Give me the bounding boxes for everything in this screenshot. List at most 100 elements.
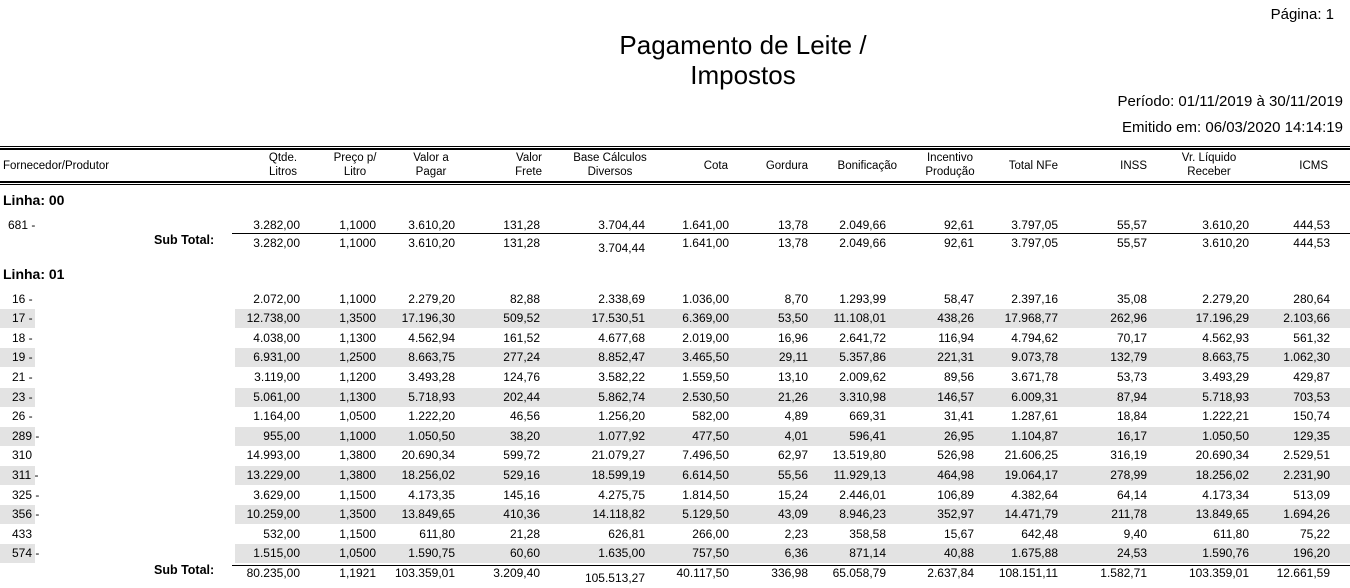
header-top-rule-2 (0, 148, 1350, 150)
column-header-line1: Cota (703, 160, 728, 172)
producer-id: 26 - (12, 409, 33, 424)
table-cell: 145,16 (503, 487, 540, 502)
table-cell: 266,00 (692, 526, 729, 541)
table-cell: 4.562,94 (408, 330, 455, 345)
subtotal-cell: 103.359,01 (1188, 566, 1249, 580)
table-cell: 1.635,00 (598, 546, 645, 561)
column-header-line1: Bonificação (837, 160, 897, 172)
row-shade (0, 348, 35, 368)
table-cell: 444,53 (1293, 217, 1330, 232)
table-cell: 2.641,72 (839, 330, 886, 345)
table-cell: 1.515,00 (253, 546, 300, 561)
table-cell: 10.259,00 (246, 507, 300, 522)
subtotal-rule (232, 233, 1350, 234)
table-cell: 18.599,19 (591, 467, 645, 482)
table-cell: 477,50 (692, 428, 729, 443)
table-cell: 15,24 (777, 487, 808, 502)
table-cell: 82,88 (509, 291, 540, 306)
table-cell: 5.061,00 (253, 389, 300, 404)
table-cell: 3.465,50 (682, 350, 729, 365)
subtotal-cell: 1.582,71 (1100, 566, 1147, 580)
table-cell: 532,00 (263, 526, 300, 541)
table-cell: 2.072,00 (253, 291, 300, 306)
table-cell: 106,89 (937, 487, 974, 502)
producer-id: 433 (12, 526, 33, 541)
table-cell: 2.009,62 (839, 369, 886, 384)
header-bottom-rule-2 (0, 184, 1350, 185)
table-cell: 626,81 (608, 526, 645, 541)
table-cell: 18.256,02 (1195, 467, 1249, 482)
table-cell: 17.968,77 (1004, 311, 1058, 326)
subtotal-cell: 1,1000 (339, 236, 376, 250)
column-header: ICMS (1208, 159, 1328, 173)
table-cell: 9.073,78 (1011, 350, 1058, 365)
table-cell: 4,01 (784, 428, 808, 443)
table-cell: 21,28 (509, 526, 540, 541)
column-header: INSS (1027, 159, 1147, 173)
table-cell: 43,09 (777, 507, 808, 522)
column-header-line1: Base Cálculos (573, 152, 647, 164)
table-cell: 1.590,75 (408, 546, 455, 561)
subtotal-rule (232, 564, 1350, 566)
table-cell: 116,94 (938, 330, 974, 345)
table-cell: 1.036,00 (682, 291, 729, 306)
table-cell: 1,2500 (339, 350, 376, 365)
row-shade (235, 544, 1350, 564)
table-cell: 17.196,29 (1195, 311, 1249, 326)
subtotal-cell: 3.704,44 (598, 241, 645, 255)
table-cell: 24,53 (1116, 546, 1147, 561)
table-cell: 6.369,00 (682, 311, 729, 326)
table-cell: 2.397,16 (1011, 291, 1058, 306)
table-cell: 4.677,68 (598, 330, 645, 345)
table-cell: 89,56 (943, 369, 974, 384)
table-cell: 3.704,44 (598, 217, 645, 232)
table-cell: 358,58 (849, 526, 886, 541)
table-cell: 87,94 (1116, 389, 1147, 404)
row-shade (235, 348, 1350, 368)
subtotal-label: Sub Total: (154, 233, 215, 247)
column-header-line2: Diversos (587, 166, 633, 178)
producer-id: 21 - (12, 369, 33, 384)
table-cell: 1.814,50 (682, 487, 729, 502)
table-cell: 131,28 (503, 217, 540, 232)
table-cell: 1.050,50 (408, 428, 455, 443)
table-cell: 3.282,00 (253, 217, 300, 232)
report-title-line1: Pagamento de Leite / (619, 30, 867, 60)
column-header: Valor Frete (422, 151, 542, 179)
table-cell: 21,26 (777, 389, 808, 404)
table-cell: 31,41 (943, 409, 974, 424)
table-cell: 70,17 (1116, 330, 1147, 345)
table-cell: 2.103,66 (1283, 311, 1330, 326)
table-cell: 55,57 (1116, 217, 1147, 232)
column-header: Base Cálculos Diversos (550, 151, 670, 179)
table-cell: 14.118,82 (592, 507, 646, 522)
table-cell: 8,70 (784, 291, 808, 306)
page-number: Página: 1 (1270, 6, 1334, 23)
table-cell: 6,36 (784, 546, 808, 561)
table-cell: 352,97 (937, 507, 974, 522)
column-header: Valor a Pagar (371, 151, 491, 179)
row-shade (235, 309, 1350, 329)
table-cell: 92,61 (943, 217, 974, 232)
table-cell: 955,00 (263, 428, 300, 443)
table-cell: 5.357,86 (839, 350, 886, 365)
table-cell: 21.606,25 (1004, 448, 1058, 463)
table-cell: 429,87 (1293, 369, 1330, 384)
subtotal-cell: 131,28 (503, 236, 540, 250)
column-header-line2: Frete (515, 166, 542, 178)
table-cell: 1,3500 (339, 311, 376, 326)
report-title-line2: Impostos (690, 60, 796, 90)
table-cell: 9,40 (1123, 526, 1147, 541)
table-cell: 53,73 (1116, 369, 1147, 384)
producer-id: 310 (12, 448, 33, 463)
producer-id: 574 - (12, 546, 40, 561)
table-cell: 3.610,20 (408, 217, 455, 232)
subtotal-cell: 2.049,66 (839, 236, 886, 250)
row-shade (0, 465, 35, 485)
table-cell: 596,41 (849, 428, 886, 443)
table-cell: 64,14 (1116, 487, 1147, 502)
table-cell: 3.629,00 (253, 487, 300, 502)
table-cell: 1.222,21 (1202, 409, 1249, 424)
table-cell: 280,64 (1293, 291, 1330, 306)
row-shade (0, 309, 35, 329)
